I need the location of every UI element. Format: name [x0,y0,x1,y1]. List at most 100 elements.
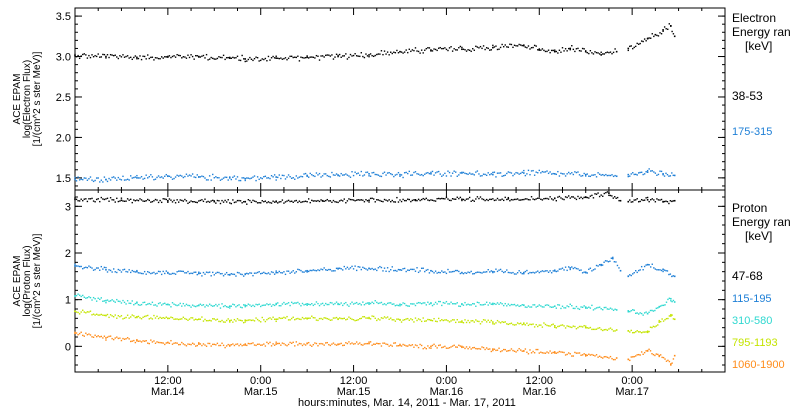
data-point [649,350,652,352]
data-point [527,353,530,355]
data-point [612,358,615,361]
data-point [253,200,256,202]
data-point [249,177,251,180]
data-point [196,174,198,176]
data-point [300,318,302,321]
data-point [156,57,158,59]
data-point [171,55,174,58]
data-point [372,198,375,200]
data-point [645,311,647,313]
data-point [349,303,352,305]
data-point [591,304,593,307]
data-point [133,339,135,342]
data-point [164,343,166,346]
data-point [277,202,279,204]
data-point [312,200,315,202]
data-point [328,268,330,271]
data-point [301,56,304,59]
data-point [357,172,359,174]
data-point [555,50,558,53]
data-point [179,318,181,320]
data-point [351,301,353,303]
data-point [405,171,407,174]
data-point [397,52,400,54]
data-point [120,197,123,199]
data-point [627,173,630,176]
data-point [230,202,233,205]
data-point [524,174,527,177]
data-point [555,352,558,354]
data-point [150,303,152,306]
data-point [160,176,163,178]
data-point [427,345,429,347]
data-point [244,201,246,203]
data-point [656,269,658,271]
data-point [355,301,358,304]
data-point [297,201,299,204]
data-point [145,315,147,317]
data-point [632,309,634,311]
data-point [283,271,285,273]
data-point [253,57,256,60]
data-point [589,267,592,269]
data-point [661,304,663,307]
data-point [646,312,649,315]
data-point [659,354,662,356]
data-point [439,344,441,346]
data-point [589,354,592,356]
data-point [538,49,541,51]
data-point [295,318,298,320]
data-point [151,318,154,320]
data-point [228,57,231,59]
data-point [369,197,372,200]
data-point [314,303,316,306]
data-point [109,179,112,181]
data-point [131,314,133,316]
data-point [275,341,277,343]
data-point [229,202,231,204]
data-point [85,177,87,179]
data-point [544,352,547,354]
data-point [618,267,620,269]
data-point [105,314,107,317]
data-point [642,314,644,316]
data-point [357,266,359,268]
data-point [444,345,446,348]
data-point [318,317,321,320]
data-point [160,304,163,306]
data-point [408,319,410,321]
data-point [105,339,107,341]
data-point [273,318,276,320]
data-point [224,199,226,202]
data-point [212,57,214,60]
data-point [540,49,542,51]
data-point [656,174,658,176]
data-point [567,266,570,268]
data-point [377,53,380,55]
data-point [277,342,279,345]
data-point [507,271,510,274]
data-point [391,199,393,202]
data-point [490,198,493,201]
data-point [233,57,236,59]
data-point [328,343,330,346]
data-point [512,304,514,306]
data-point [174,202,177,204]
data-point [492,171,494,174]
data-point [198,176,200,178]
data-point [258,202,260,204]
data-point [414,47,417,49]
data-point [266,201,268,204]
data-point [114,337,116,339]
data-point [208,58,211,60]
data-point [507,323,510,326]
data-point [600,194,602,196]
data-point [82,53,84,56]
data-point [297,268,299,271]
series-115-195 [74,256,676,278]
data-point [482,45,485,47]
data-point [541,352,544,354]
data-point [181,199,183,202]
data-point [385,270,387,272]
data-point [184,317,186,320]
